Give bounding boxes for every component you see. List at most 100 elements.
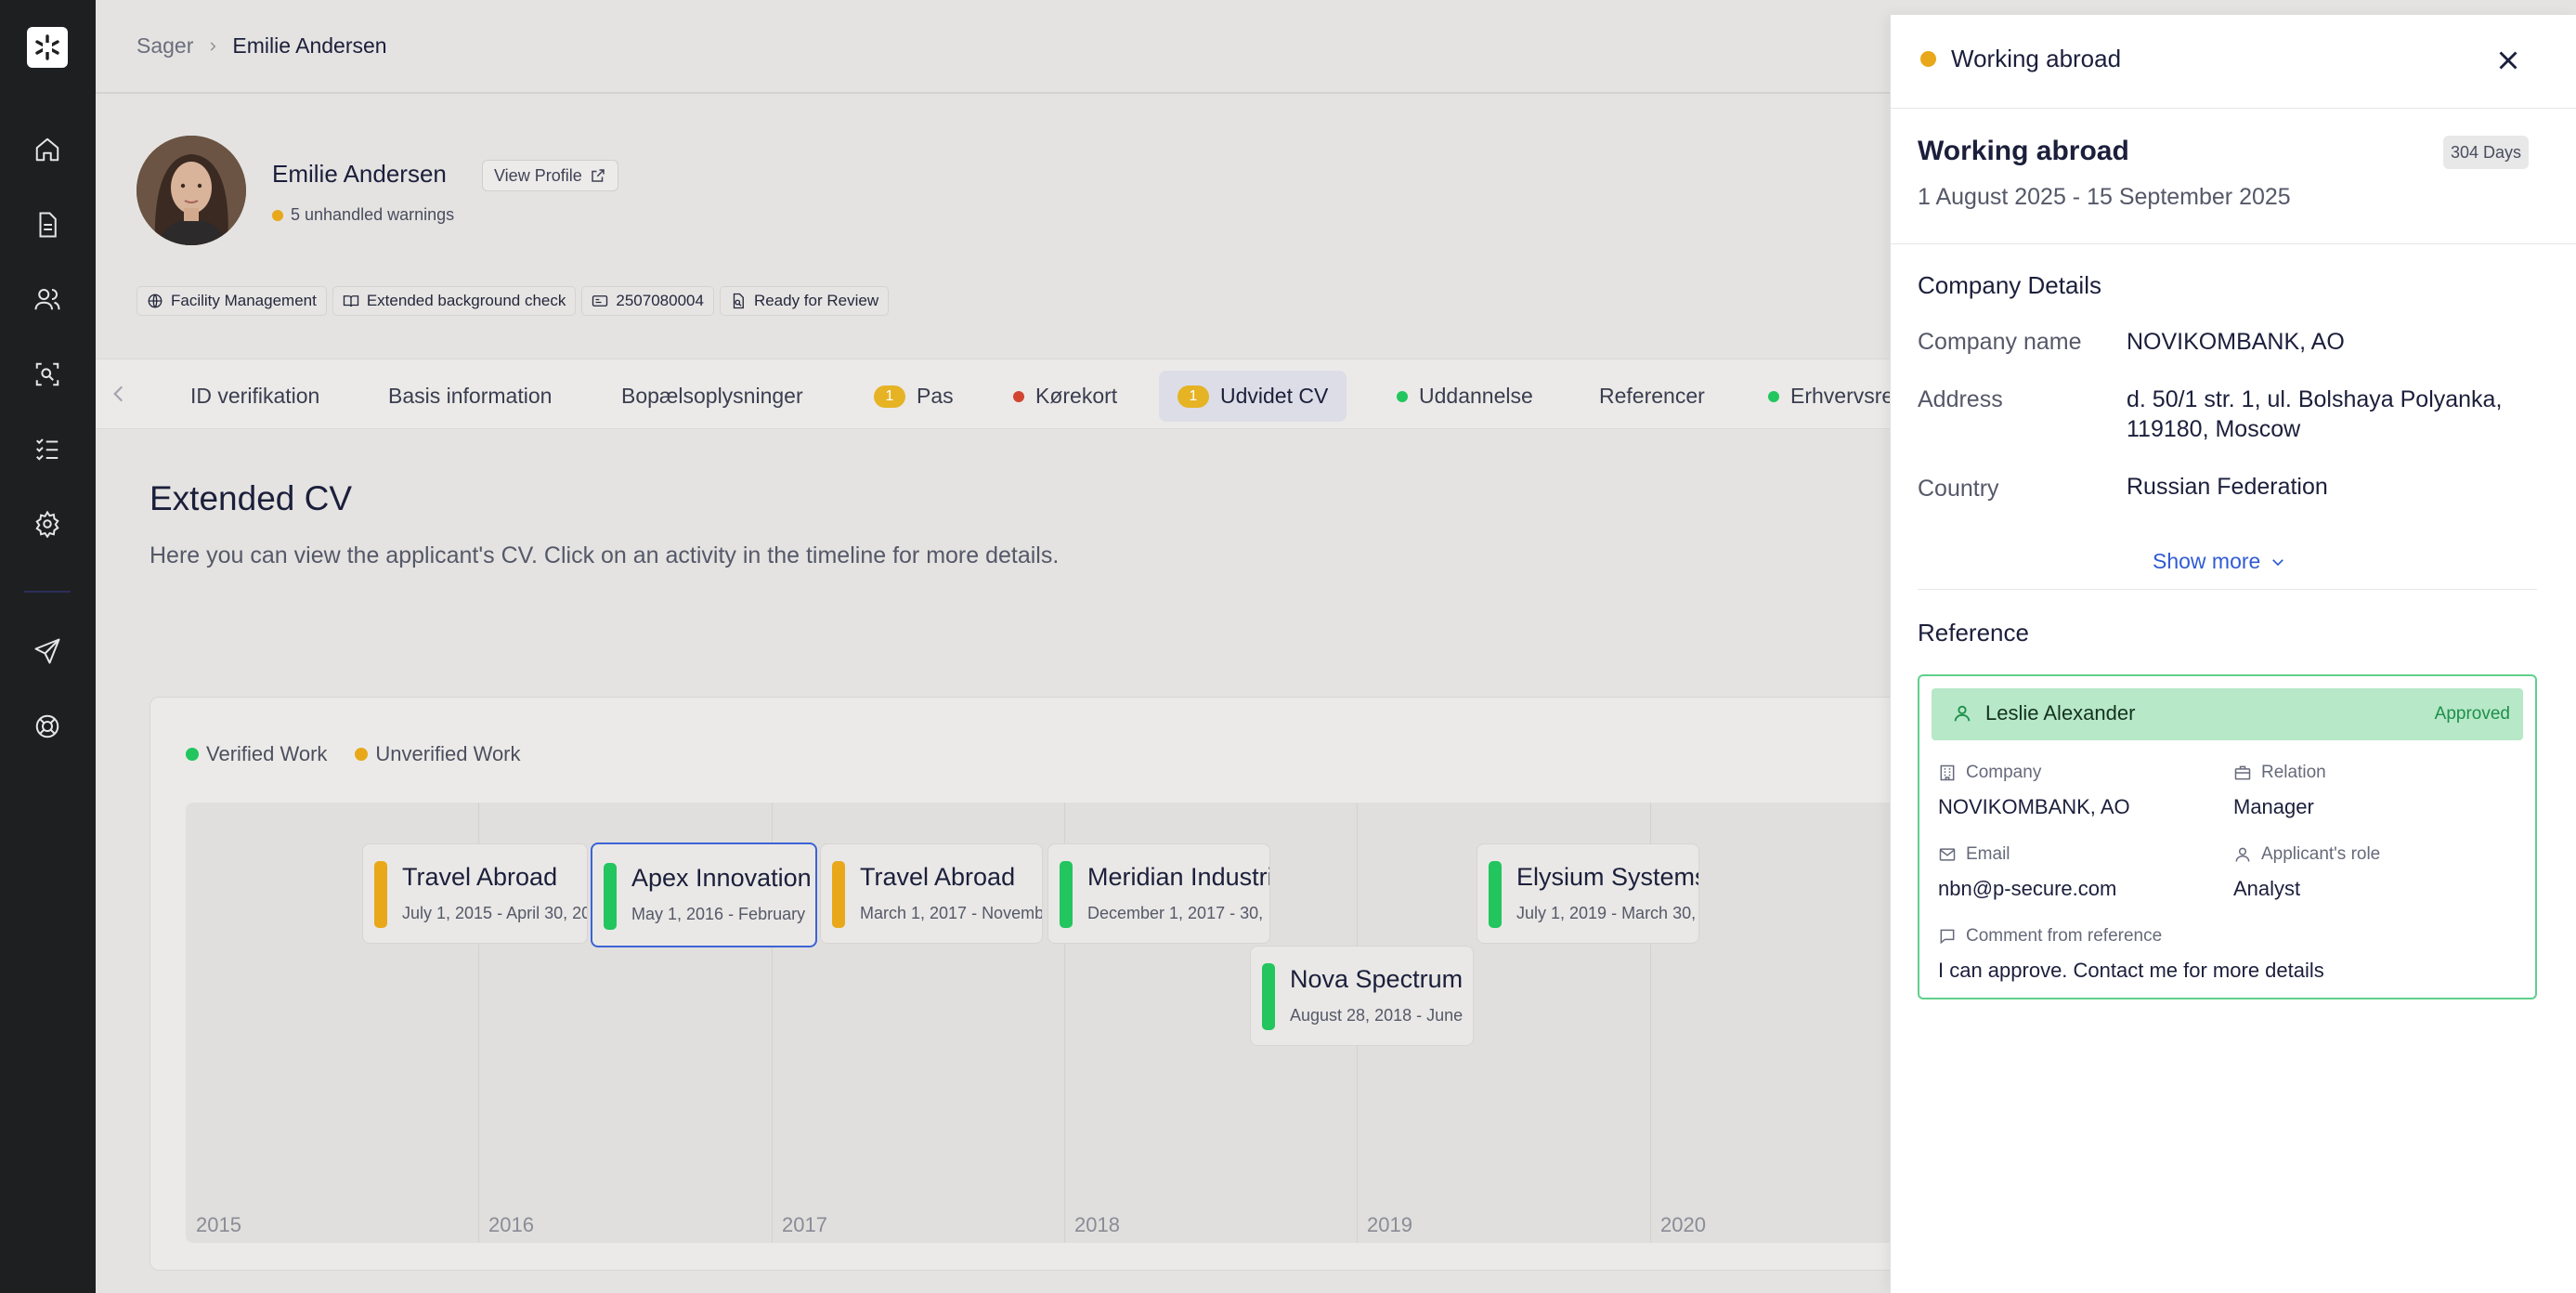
address-label: Address [1918, 386, 2003, 412]
tag-status-label: Ready for Review [753, 292, 879, 309]
legend-unverified-label: Unverified Work [375, 742, 521, 765]
tag-case-id-label: 2507080004 [616, 292, 704, 309]
reference-role-label-text: Applicant's role [2261, 844, 2381, 864]
unverified-dot [355, 748, 369, 761]
tab-label: ID verifikation [190, 384, 320, 408]
activity-title: Travel Abroad [402, 863, 558, 891]
user-icon [1952, 703, 1972, 724]
chevron-right-icon [206, 40, 219, 53]
timeline-card: Verified Work Unverified Work 2015 2016 … [150, 697, 1951, 1271]
globe-icon [147, 293, 163, 309]
verified-bar [1262, 963, 1275, 1030]
case-tags: Facility Management Extended background … [137, 286, 890, 316]
warning-dot [272, 209, 283, 221]
gridline [478, 803, 479, 1243]
company-name-label: Company name [1918, 329, 2082, 355]
chevron-left-icon[interactable] [107, 382, 131, 406]
nav-users[interactable] [24, 276, 71, 322]
activity-title: Travel Abroad [860, 863, 1016, 891]
breadcrumb-current: Emilie Andersen [232, 33, 387, 58]
nav-screening[interactable] [24, 351, 71, 398]
nav-send[interactable] [24, 628, 71, 674]
show-more-button[interactable]: Show more [2153, 549, 2286, 574]
nav-tasks[interactable] [24, 425, 71, 472]
activity-title: Apex Innovation [631, 864, 812, 892]
home-icon [33, 136, 61, 163]
unverified-bar [374, 861, 387, 928]
year-label: 2019 [1367, 1213, 1412, 1236]
lifebuoy-icon [33, 712, 61, 740]
reference-relation-label-text: Relation [2261, 763, 2326, 782]
reference-role-value: Analyst [2233, 877, 2301, 900]
tab-label: Bopælsoplysninger [621, 384, 803, 408]
warnings-indicator[interactable]: 5 unhandled warnings [272, 205, 454, 225]
verified-bar [1489, 861, 1502, 928]
company-name-value: NOVIKOMBANK, AO [2127, 329, 2345, 355]
nav-settings[interactable] [24, 501, 71, 547]
activity-card[interactable]: Meridian Industries December 1, 2017 - 3… [1047, 843, 1270, 944]
breadcrumb-root-link[interactable]: Sager [137, 33, 194, 58]
divider [1891, 243, 2576, 244]
activity-dates: March 1, 2017 - November [860, 904, 1043, 922]
tab-erhvervsregistrering[interactable]: Erhvervsregistrering [1750, 371, 1893, 422]
panel-header-title: Working abroad [1920, 45, 2121, 73]
asterisk-logo-icon [35, 34, 59, 60]
reference-comment-label-text: Comment from reference [1966, 926, 2163, 946]
close-icon[interactable] [2492, 45, 2524, 76]
activity-dates: December 1, 2017 - 30, [1087, 904, 1264, 922]
reference-company-label-text: Company [1966, 763, 2042, 782]
nav-help[interactable] [24, 703, 71, 750]
activity-card[interactable]: Nova Spectrum August 28, 2018 - June [1250, 946, 1474, 1046]
tab-pas[interactable]: 1 Pas [855, 371, 972, 422]
success-dot [1768, 390, 1779, 402]
view-profile-label: View Profile [494, 165, 582, 185]
tab-uddannelse[interactable]: Uddannelse [1378, 371, 1552, 422]
tab-id-verifikation[interactable]: ID verifikation [172, 371, 338, 422]
activity-title: Working abroad [1918, 136, 2129, 166]
file-check-icon [730, 293, 747, 309]
reference-email-value[interactable]: nbn@p-secure.com [1938, 877, 2117, 900]
verified-dot [186, 748, 199, 761]
activity-date-range: 1 August 2025 - 15 September 2025 [1918, 184, 2291, 210]
tab-label: Pas [917, 384, 954, 408]
chevron-down-icon [2270, 554, 2286, 570]
tab-korekort[interactable]: Kørekort [995, 371, 1136, 422]
activity-card-selected[interactable]: Apex Innovation May 1, 2016 - February [591, 842, 817, 947]
nav-documents[interactable] [24, 202, 71, 248]
tab-udvidet-cv[interactable]: 1 Udvidet CV [1159, 371, 1347, 422]
year-label: 2017 [782, 1213, 827, 1236]
gridline [772, 803, 773, 1243]
briefcase-icon [2233, 764, 2252, 782]
activity-title: Elysium Systems [1516, 863, 1699, 891]
activity-card[interactable]: Elysium Systems July 1, 2019 - March 30, [1477, 843, 1699, 944]
reference-heading: Reference [1918, 619, 2029, 646]
activity-card[interactable]: Travel Abroad July 1, 2015 - April 30, 2… [362, 843, 588, 944]
checklist-icon [33, 435, 61, 463]
warnings-text: 5 unhandled warnings [291, 205, 455, 224]
tag-check-type-label: Extended background check [366, 292, 566, 309]
tab-bopaelsoplysninger[interactable]: Bopælsoplysninger [603, 371, 822, 422]
activity-card[interactable]: Travel Abroad March 1, 2017 - November [820, 843, 1043, 944]
page-title: Extended CV [150, 479, 353, 517]
year-label: 2016 [488, 1213, 534, 1236]
unverified-bar [832, 861, 845, 928]
tab-basis-information[interactable]: Basis information [370, 371, 570, 422]
message-icon [1938, 927, 1957, 946]
tag-case-id: 2507080004 [581, 286, 714, 316]
activity-title: Nova Spectrum [1290, 965, 1464, 993]
tag-check-type: Extended background check [332, 286, 577, 316]
reference-header: Leslie Alexander Approved [1932, 688, 2523, 740]
reference-company-value: NOVIKOMBANK, AO [1938, 795, 2130, 818]
reference-company-label: Company [1938, 763, 2041, 783]
activity-detail-panel: Working abroad Working abroad 1 August 2… [1890, 15, 2576, 1293]
tab-referencer[interactable]: Referencer [1581, 371, 1724, 422]
reference-card[interactable]: Leslie Alexander Approved Company NOVIKO… [1918, 674, 2537, 999]
legend-verified-label: Verified Work [206, 742, 328, 765]
reference-email-label: Email [1938, 844, 2010, 865]
nav-home[interactable] [24, 126, 71, 173]
breadcrumb: Sager Emilie Andersen [137, 33, 387, 59]
gear-icon [33, 510, 61, 538]
app-logo[interactable] [27, 27, 68, 68]
view-profile-button[interactable]: View Profile [482, 160, 618, 191]
tab-label: Udvidet CV [1220, 384, 1329, 408]
